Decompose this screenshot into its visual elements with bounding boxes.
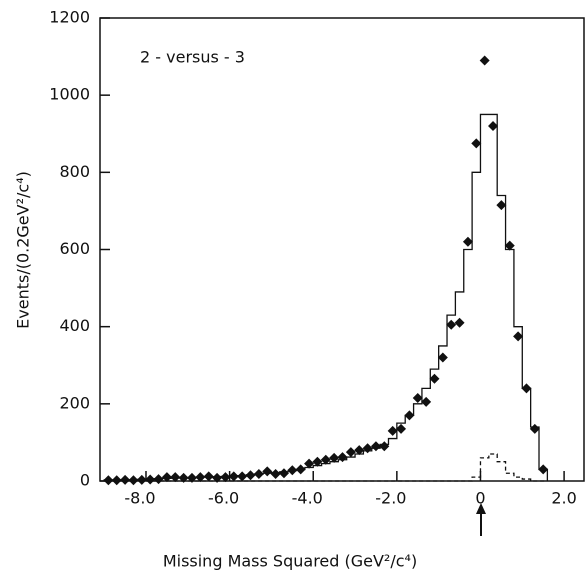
data-point (354, 445, 365, 456)
arrow (476, 503, 486, 536)
data-point (329, 452, 340, 463)
data-point (496, 200, 507, 211)
data-point (220, 472, 231, 483)
data-point (446, 319, 457, 330)
y-tick-label: 1200 (49, 8, 90, 27)
data-point (262, 466, 273, 477)
data-point (471, 138, 482, 149)
data-point (429, 373, 440, 384)
data-point (454, 317, 465, 328)
data-point (462, 236, 473, 247)
y-tick-label: 800 (59, 162, 90, 181)
data-point (237, 471, 248, 482)
y-axis-label: Events/(0.2GeV²/c⁴) (14, 171, 33, 329)
y-tick-label: 600 (59, 239, 90, 258)
data-point (320, 454, 331, 465)
x-tick-label: 0 (475, 489, 485, 508)
y-tick-label: 0 (80, 471, 90, 490)
x-tick-label: -8.0 (124, 489, 155, 508)
data-point (396, 423, 407, 434)
data-point (504, 240, 515, 251)
data-point (170, 472, 181, 483)
y-tick-label: 400 (59, 316, 90, 335)
data-point (437, 352, 448, 363)
data-point (278, 468, 289, 479)
data-point (379, 441, 390, 452)
dashed-histogram (104, 453, 548, 482)
data-point (479, 55, 490, 66)
data-point (337, 452, 348, 463)
data-point (362, 443, 373, 454)
data-point (270, 469, 281, 480)
x-tick-label: -4.0 (292, 489, 323, 508)
annotation: 2 - versus - 3 (140, 48, 245, 67)
x-tick-label: -6.0 (208, 489, 239, 508)
data-point (312, 456, 323, 467)
data-point (387, 425, 398, 436)
data-point (529, 423, 540, 434)
data-point (345, 447, 356, 458)
y-tick-label: 1000 (49, 85, 90, 104)
data-point (513, 331, 524, 342)
data-point (304, 458, 315, 469)
data-point (203, 471, 214, 482)
data-point (412, 393, 423, 404)
y-tick-label: 200 (59, 393, 90, 412)
x-axis-label: Missing Mass Squared (GeV²/c⁴) (163, 552, 417, 571)
histogram (103, 113, 549, 481)
data-point (488, 121, 499, 132)
x-tick-label: -2.0 (375, 489, 406, 508)
data-point (161, 472, 172, 483)
data-point (421, 396, 432, 407)
x-tick-label: 2.0 (551, 489, 576, 508)
